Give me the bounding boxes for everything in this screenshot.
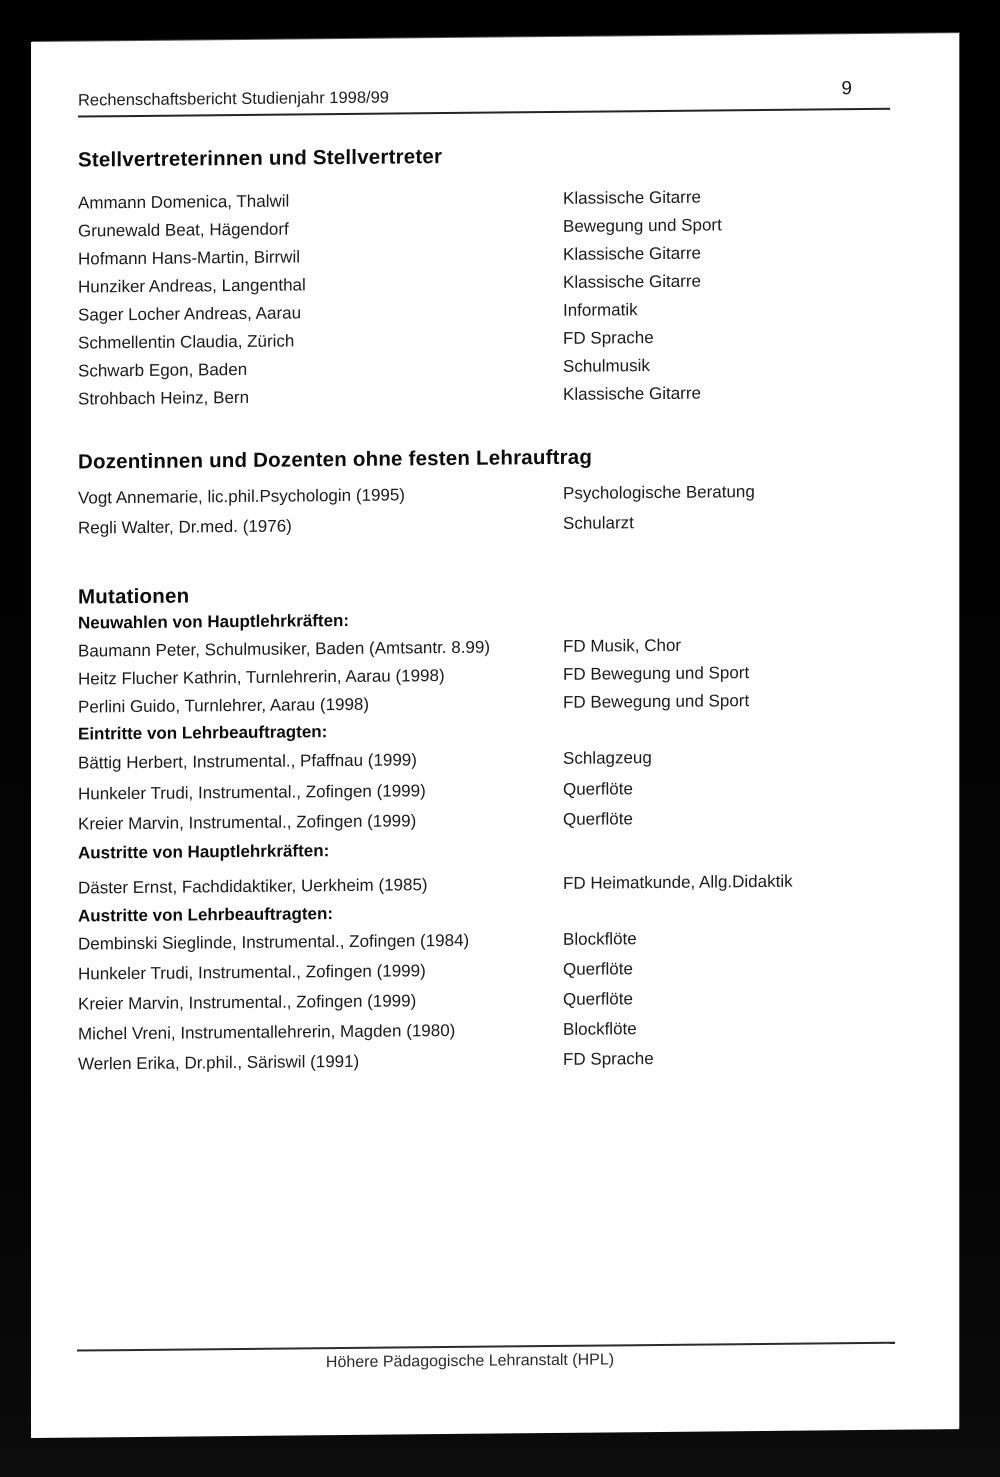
page-header: Rechenschaftsbericht Studienjahr 1998/99… — [78, 78, 890, 118]
person-subject: Informatik — [563, 300, 638, 320]
person-name: Werlen Erika, Dr.phil., Säriswil (1991) — [78, 1051, 360, 1074]
person-name: Hunkeler Trudi, Instrumental., Zofingen … — [78, 960, 426, 984]
person-subject: Querflöte — [563, 958, 633, 979]
person-subject: Bewegung und Sport — [563, 215, 722, 236]
person-subject: Blockflöte — [563, 1018, 637, 1039]
person-subject: FD Musik, Chor — [563, 635, 682, 656]
person-name: Bättig Herbert, Instrumental., Pfaffnau … — [78, 750, 417, 773]
person-subject: FD Sprache — [563, 328, 654, 348]
person-subject: FD Heimatkunde, Allg.Didaktik — [563, 871, 793, 893]
document-page: Rechenschaftsbericht Studienjahr 1998/99… — [31, 33, 959, 1439]
report-title: Rechenschaftsbericht Studienjahr 1998/99 — [78, 88, 389, 110]
person-subject: Klassische Gitarre — [563, 243, 701, 264]
page-number: 9 — [841, 78, 852, 100]
person-subject: FD Bewegung und Sport — [563, 691, 750, 712]
section-heading-deputies: Stellvertreterinnen und Stellvertreter — [78, 145, 443, 172]
person-subject: Schulmusik — [563, 356, 650, 376]
page-footer: Höhere Pädagogische Lehranstalt (HPL) — [77, 1341, 895, 1375]
person-name: Kreier Marvin, Instrumental., Zofingen (… — [78, 990, 417, 1014]
person-name: Kreier Marvin, Instrumental., Zofingen (… — [78, 811, 417, 834]
list-item: Werlen Erika, Dr.phil., Säriswil (1991) … — [78, 1041, 889, 1079]
person-subject: Blockflöte — [563, 928, 637, 949]
person-subject: Querflöte — [563, 778, 633, 799]
person-subject: Klassische Gitarre — [563, 383, 701, 404]
person-name: Strohbach Heinz, Bern — [78, 387, 250, 409]
person-subject: FD Sprache — [563, 1048, 654, 1069]
person-name: Hunkeler Trudi, Instrumental., Zofingen … — [78, 780, 426, 804]
person-subject: Querflöte — [563, 809, 633, 829]
page-content: Rechenschaftsbericht Studienjahr 1998/99… — [31, 33, 959, 1079]
person-name: Regli Walter, Dr.med. (1976) — [78, 516, 292, 538]
list-item: Regli Walter, Dr.med. (1976) Schularzt — [78, 506, 889, 544]
eintritte-list: Bättig Herbert, Instrumental., Pfaffnau … — [78, 741, 889, 840]
person-subject: Klassische Gitarre — [563, 187, 701, 208]
person-name: Michel Vreni, Instrumentallehrerin, Magd… — [78, 1020, 456, 1044]
person-subject: Schularzt — [563, 513, 634, 533]
person-name: Vogt Annemarie, lic.phil.Psychologin (19… — [78, 485, 405, 508]
footer-institution-label: Höhere Pädagogische Lehranstalt (HPL) — [325, 1351, 615, 1372]
person-subject: Klassische Gitarre — [563, 271, 701, 292]
section-heading-lecturers: Dozentinnen und Dozenten ohne festen Leh… — [78, 445, 593, 474]
person-name: Dembinski Sieglinde, Instrumental., Zofi… — [78, 930, 470, 954]
lecturers-list: Vogt Annemarie, lic.phil.Psychologin (19… — [78, 476, 889, 544]
person-subject: Psychologische Beratung — [563, 482, 755, 503]
person-name: Däster Ernst, Fachdidaktiker, Uerkheim (… — [78, 874, 428, 898]
deputies-list: Ammann Domenica, Thalwil Klassische Gita… — [78, 182, 889, 414]
person-subject: Schlagzeug — [563, 748, 652, 768]
person-name: Perlini Guido, Turnlehrer, Aarau (1998) — [78, 694, 370, 717]
austritte-lehrbeauftragte-list: Dembinski Sieglinde, Instrumental., Zofi… — [78, 921, 889, 1079]
person-subject: Querflöte — [563, 988, 633, 1009]
neuwahlen-list: Baumann Peter, Schulmusiker, Baden (Amts… — [78, 630, 889, 722]
person-subject: FD Bewegung und Sport — [563, 663, 750, 684]
